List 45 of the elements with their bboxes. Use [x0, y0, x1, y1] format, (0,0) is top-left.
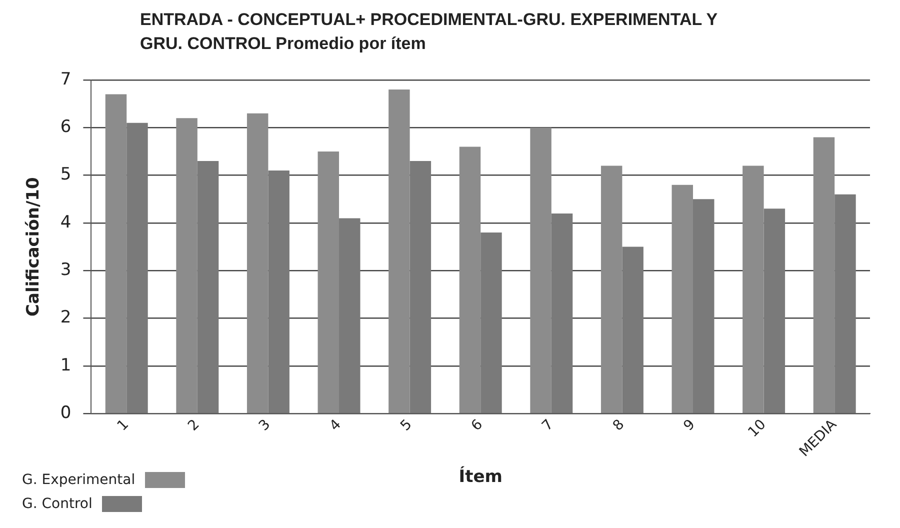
x-tick-label: 3 — [256, 416, 274, 434]
x-tick-label: 2 — [185, 416, 203, 434]
bar — [268, 170, 290, 414]
bar — [622, 246, 644, 414]
x-tick-label: 10 — [745, 416, 770, 441]
y-tick-label: 5 — [60, 164, 72, 185]
y-tick-label: 1 — [60, 355, 72, 376]
y-tick-label: 0 — [60, 403, 72, 424]
bar — [176, 118, 198, 414]
bar — [551, 213, 573, 414]
x-tick-label: 5 — [398, 416, 416, 434]
x-tick-label: 1 — [114, 416, 132, 434]
bar — [459, 146, 481, 414]
x-tick-label: 7 — [539, 416, 557, 434]
y-tick-label: 7 — [60, 69, 72, 90]
y-tick-label: 2 — [60, 308, 72, 328]
legend-label: G. Control — [22, 496, 92, 512]
bar — [530, 128, 552, 414]
bar — [197, 161, 219, 414]
bar — [388, 90, 410, 414]
y-axis-title: Calificación/10 — [24, 176, 44, 316]
x-tick-label: 9 — [680, 416, 698, 434]
x-axis-title: Ítem — [458, 466, 502, 488]
x-tick-label: 4 — [326, 416, 344, 434]
bar — [813, 137, 835, 414]
x-tick-label: 8 — [610, 416, 628, 434]
bar — [764, 208, 786, 414]
bar — [834, 194, 856, 414]
bar — [410, 161, 432, 414]
bar — [742, 166, 764, 414]
bar — [600, 166, 622, 414]
bar — [246, 113, 268, 414]
x-tick-label: 6 — [468, 416, 486, 434]
chart-title: ENTRADA - CONCEPTUAL+ PROCEDIMENTAL-GRU. EXPERIMENTAL Y GRU. CONTROL Promedio por ítem — [140, 9, 718, 55]
bar — [693, 199, 714, 414]
bar — [126, 122, 148, 414]
y-tick-label: 4 — [60, 212, 72, 232]
y-tick-label: 3 — [60, 260, 72, 280]
legend-label: G. Experimental — [22, 472, 136, 488]
bar — [339, 218, 360, 414]
y-tick-label: 6 — [60, 117, 72, 138]
bar — [105, 94, 127, 414]
bar — [480, 232, 502, 414]
bar — [318, 151, 340, 414]
bar — [672, 184, 694, 414]
